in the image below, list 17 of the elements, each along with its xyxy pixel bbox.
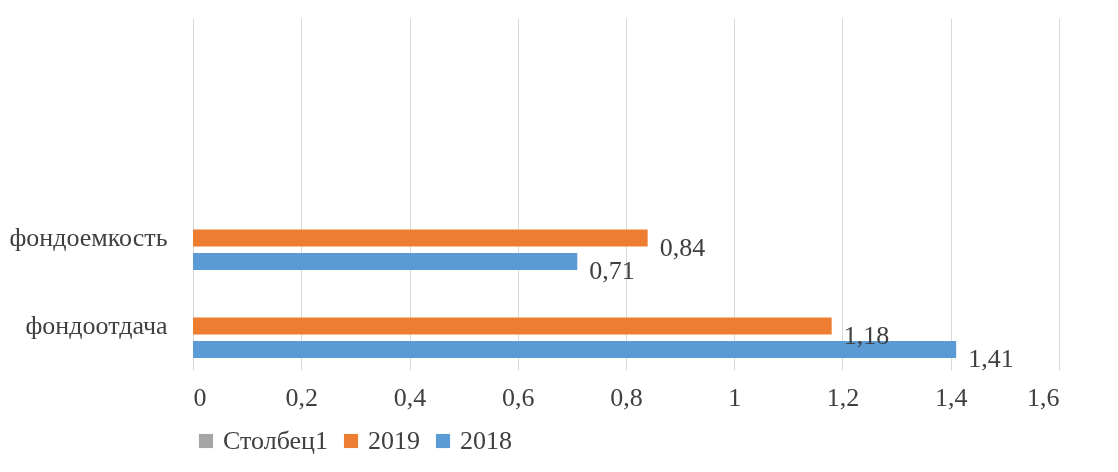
legend-label: Столбец1: [223, 426, 328, 455]
x-tick-label: 0,8: [610, 382, 643, 412]
legend-label: 2019: [368, 426, 420, 455]
x-tick-label: 0: [193, 382, 207, 412]
y-tick-label: фондоотдача: [25, 311, 168, 340]
legend-label: 2018: [460, 426, 512, 455]
data-label: 0,71: [589, 256, 635, 286]
data-label: 0,84: [659, 233, 706, 262]
x-tick-label: 1: [728, 382, 742, 412]
x-tick-label: 0,6: [502, 382, 535, 412]
x-tick-label: 0,4: [393, 382, 427, 412]
x-tick-label: 1,6: [1027, 382, 1060, 412]
data-label: 1,41: [968, 344, 1014, 374]
x-tick-label: 0,2: [285, 382, 318, 412]
x-tick-label: 1,4: [935, 382, 968, 412]
x-tick-label: 1,2: [826, 382, 860, 412]
y-tick-label: фондоемкость: [9, 223, 168, 252]
